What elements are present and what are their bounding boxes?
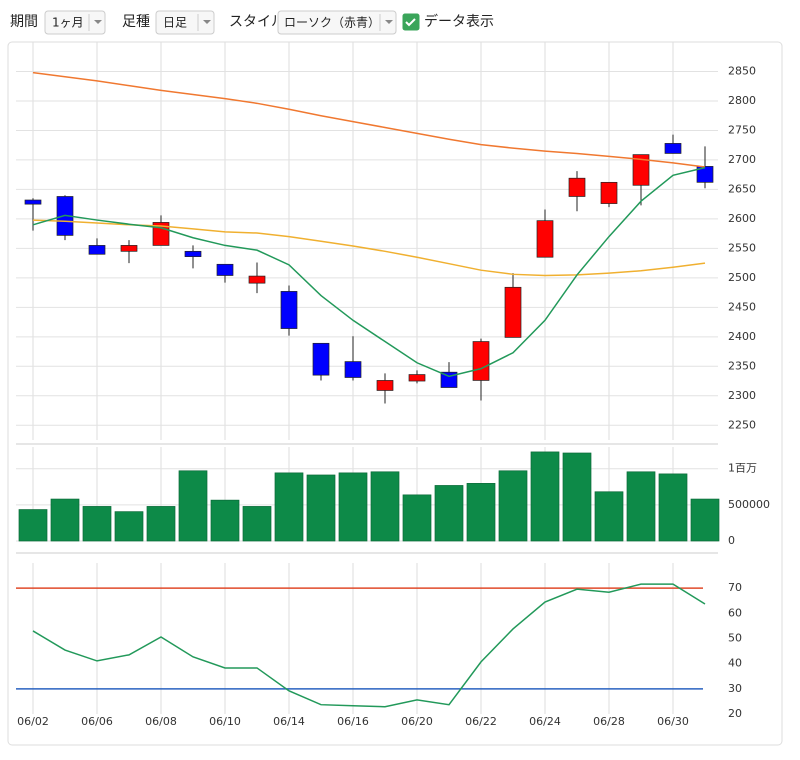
x-tick-label: 06/24 [529,715,561,728]
candle-body [88,245,106,255]
bar-type-value[interactable]: 日足 [163,16,187,30]
x-tick-label: 06/16 [337,715,369,728]
x-tick-label: 06/08 [145,715,177,728]
candle-body [568,177,586,197]
candle-body [664,143,682,154]
bar-type-label: 足種 [122,14,150,30]
bar [498,470,528,542]
y-tick-label: 2600 [728,212,756,225]
y-tick-label: 1百万 [728,462,757,475]
period-select[interactable] [44,10,106,35]
y-tick-label: 2700 [728,153,756,166]
candle-body [504,286,522,338]
candle-body [280,291,298,329]
candle-body [408,374,426,382]
y-tick-label: 50 [728,632,742,645]
y-tick-label: 2850 [728,64,756,77]
y-tick-label: 60 [728,606,742,619]
y-tick-label: 2650 [728,182,756,195]
candle-body [632,154,650,186]
style-label: スタイル [229,14,285,30]
checkmark [405,18,416,27]
y-tick-label: 2550 [728,241,756,254]
show-data-label[interactable]: データ表示 [424,13,494,30]
bar [626,471,656,542]
x-tick-label: 06/22 [465,715,497,728]
bar [562,452,592,542]
x-tick-label: 06/02 [17,715,49,728]
x-tick-label: 06/14 [273,715,305,728]
bar [594,491,624,542]
candle-body [376,380,394,391]
period-value[interactable]: 1ヶ月 [52,16,84,30]
y-tick-label: 2300 [728,389,756,402]
bar [82,506,112,542]
bar [274,472,304,542]
y-tick-label: 2400 [728,330,756,343]
chart-frame [7,41,783,746]
candle-body [24,199,42,205]
bar [370,471,400,542]
bar-type-select[interactable] [155,10,215,35]
dropdown-arrow [94,20,102,24]
y-tick-label: 40 [728,657,742,670]
y-tick-label: 2350 [728,359,756,372]
bar [466,483,496,542]
style-select[interactable] [277,10,397,35]
x-tick-label: 06/10 [209,715,241,728]
x-tick-label: 06/20 [401,715,433,728]
candle-body [120,245,138,252]
dropdown-arrow [203,20,211,24]
x-tick-label: 06/06 [81,715,113,728]
y-tick-label: 2500 [728,271,756,284]
bar [402,494,432,542]
style-value[interactable]: ローソク（赤青） [284,16,380,30]
bar [146,506,176,542]
y-tick-label: 2450 [728,300,756,313]
x-tick-label: 06/30 [657,715,689,728]
candle-body [184,250,202,257]
x-tick-label: 06/28 [593,715,625,728]
line-series [32,71,706,168]
candle-body [344,361,362,378]
y-tick-label: 20 [728,707,742,720]
bar [434,485,464,542]
bar [114,511,144,542]
bar [530,451,560,542]
line-series [32,166,706,378]
y-tick-label: 0 [728,534,735,547]
candle-body [152,222,170,246]
bar [18,509,48,542]
bar [50,498,80,542]
candle-body [472,341,490,381]
y-tick-label: 2800 [728,94,756,107]
bar [338,472,368,542]
show-data-checkbox[interactable] [402,13,420,31]
bar [178,470,208,542]
bar [242,506,272,542]
y-tick-label: 30 [728,682,742,695]
y-tick-label: 70 [728,581,742,594]
period-label: 期間 [10,14,38,30]
candle-body [216,263,234,276]
bar [690,498,720,542]
y-tick-label: 2250 [728,418,756,431]
bar [306,474,336,542]
bar [210,499,240,542]
candle-body [248,275,266,284]
candle-body [536,220,554,258]
candle-body [312,342,330,376]
bar [658,473,688,542]
line-series [32,583,706,708]
candle-body [600,181,618,204]
y-tick-label: 500000 [728,498,770,511]
dropdown-arrow [385,20,393,24]
y-tick-label: 2750 [728,123,756,136]
